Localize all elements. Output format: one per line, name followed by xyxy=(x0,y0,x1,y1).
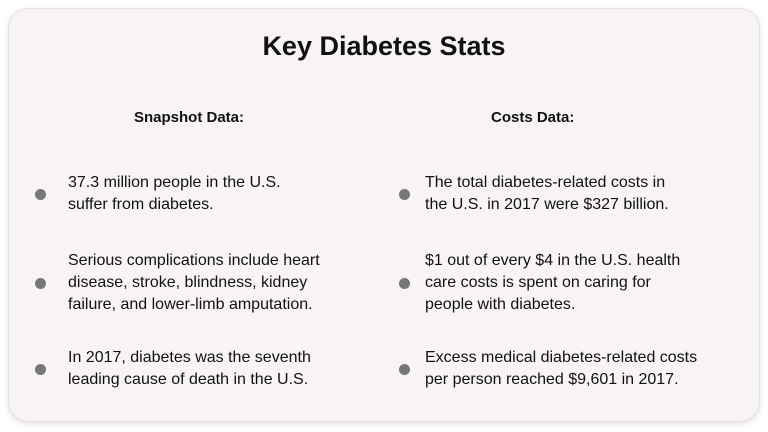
item-text: Serious complications include heart disea… xyxy=(68,250,320,316)
text-line: disease, stroke, blindness, kidney xyxy=(68,274,308,291)
list-item: $1 out of every $4 in the U.S. health car… xyxy=(385,250,761,316)
item-text: The total diabetes-related costs in the U… xyxy=(425,172,669,216)
list-item: 37.3 million people in the U.S. suffer fr… xyxy=(9,172,385,216)
list-item: Excess medical diabetes-related costs per… xyxy=(385,347,761,391)
item-text: 37.3 million people in the U.S. suffer fr… xyxy=(68,172,281,216)
column: Snapshot Data: 37.3 million people in the… xyxy=(9,9,385,421)
bullet xyxy=(35,363,46,375)
text-line: $1 out of every $4 in the U.S. health xyxy=(425,252,681,269)
bullet xyxy=(35,277,46,289)
text-line: failure, and lower-limb amputation. xyxy=(68,296,313,313)
text-line: Excess medical diabetes-related costs xyxy=(425,349,698,366)
text-line: Serious complications include heart xyxy=(68,252,320,269)
text-line: per person reached $9,601 in 2017. xyxy=(425,371,679,388)
text-line: The total diabetes-related costs in xyxy=(425,174,666,191)
card: Key Diabetes Stats Snapshot Data: 37.3 mi… xyxy=(8,8,760,422)
bullet xyxy=(35,188,46,200)
column-heading: Costs Data: xyxy=(491,109,575,126)
text-line: In 2017, diabetes was the seventh xyxy=(68,349,311,366)
item-text: $1 out of every $4 in the U.S. health car… xyxy=(425,250,680,316)
list-item: Serious complications include heart disea… xyxy=(9,250,385,316)
text-line: 37.3 million people in the U.S. xyxy=(68,174,281,191)
item-text: In 2017, diabetes was the seventh leading… xyxy=(68,347,311,391)
bullet xyxy=(399,188,410,200)
list-item: The total diabetes-related costs in the U… xyxy=(385,172,761,216)
text-line: suffer from diabetes. xyxy=(68,196,214,213)
bullet xyxy=(399,363,410,375)
bullet xyxy=(399,277,410,289)
text-line: people with diabetes. xyxy=(425,296,576,313)
text-line: care costs is spent on caring for xyxy=(425,274,651,291)
text-line: the U.S. in 2017 were $327 billion. xyxy=(425,196,669,213)
list-item: In 2017, diabetes was the seventh leading… xyxy=(9,347,385,391)
column: Costs Data: The total diabetes-related co… xyxy=(385,9,761,421)
title: Key Diabetes Stats xyxy=(262,31,506,61)
item-text: Excess medical diabetes-related costs per… xyxy=(425,347,697,391)
text-line: leading cause of death in the U.S. xyxy=(68,371,309,388)
column-heading: Snapshot Data: xyxy=(134,109,245,126)
